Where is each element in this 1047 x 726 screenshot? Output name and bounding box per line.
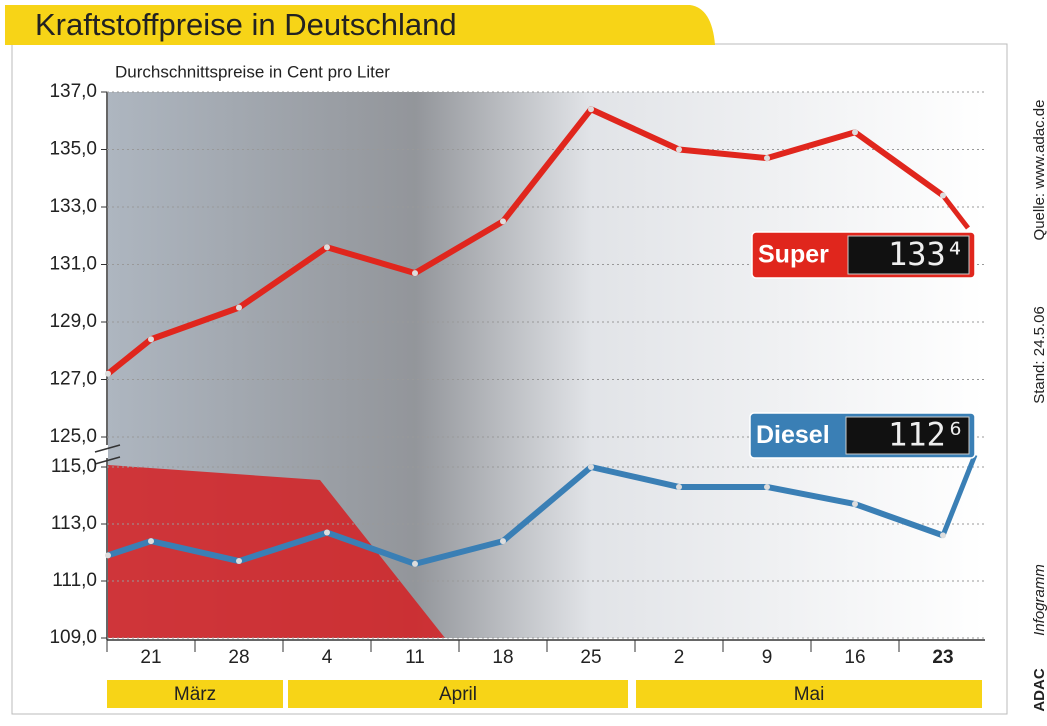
point [588, 106, 594, 112]
y-tick-label: 135,0 [49, 139, 97, 160]
point [764, 155, 770, 161]
y-tick-label: 133,0 [49, 196, 97, 217]
point [324, 530, 330, 536]
x-tick-label: 25 [580, 647, 601, 668]
date-note: Stand: 24.5.06 [1031, 306, 1047, 404]
y-tick-label: 113,0 [51, 513, 97, 534]
y-tick-label: 131,0 [49, 254, 97, 275]
x-tick-label: 11 [405, 647, 425, 668]
y-tick-label: 115,0 [51, 456, 97, 477]
y-tick-label: 109,0 [49, 627, 97, 648]
month-label: März [174, 684, 216, 705]
month-label: April [439, 684, 477, 705]
point [236, 305, 242, 311]
point [676, 484, 682, 490]
source: Quelle: www.adac.de [1031, 100, 1047, 241]
x-tick-label: 2 [674, 647, 685, 668]
chart: Kraftstoffpreise in Deutschland Durchsch… [0, 0, 1047, 721]
x-tick-label: 21 [140, 647, 161, 668]
point [588, 464, 594, 470]
subtitle: Durchschnittspreise in Cent pro Liter [115, 62, 390, 81]
x-tick-label: 23 [932, 647, 953, 668]
point [852, 129, 858, 135]
point [500, 218, 506, 224]
point [940, 532, 946, 538]
point [940, 193, 946, 199]
point [236, 558, 242, 564]
point [148, 336, 154, 342]
point [105, 552, 111, 558]
x-tick-label: 16 [844, 647, 865, 668]
legend-label: Diesel [756, 421, 830, 449]
value-label: 112⁶ [888, 416, 965, 454]
month-label: Mai [794, 684, 825, 705]
brand-suffix: Infogramm [1031, 564, 1047, 636]
y-tick-label: 137,0 [49, 81, 97, 102]
brand: ADAC [1031, 668, 1047, 711]
y-tick-label: 125,0 [49, 426, 97, 447]
x-tick-label: 4 [322, 647, 333, 668]
point [324, 244, 330, 250]
legend-label: Super [758, 241, 829, 269]
x-tick-label: 28 [228, 647, 249, 668]
point [500, 538, 506, 544]
chart-title: Kraftstoffpreise in Deutschland [35, 7, 457, 42]
point [105, 371, 111, 377]
y-tick-label: 129,0 [49, 311, 97, 332]
point [676, 147, 682, 153]
point [148, 538, 154, 544]
y-tick-label: 111,0 [52, 570, 97, 591]
x-tick-label: 18 [492, 647, 513, 668]
y-tick-label: 127,0 [49, 369, 97, 390]
x-tick-label: 9 [762, 647, 773, 668]
point [412, 270, 418, 276]
point [412, 561, 418, 567]
point [852, 501, 858, 507]
point [764, 484, 770, 490]
value-label: 133⁴ [888, 235, 965, 273]
